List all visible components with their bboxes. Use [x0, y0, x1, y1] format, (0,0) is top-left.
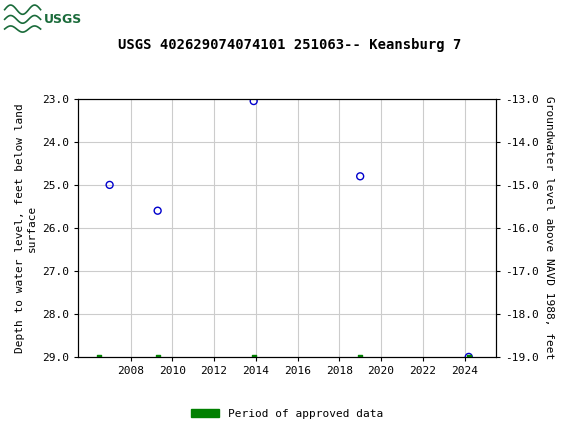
Point: [464, 353, 473, 360]
Text: USGS: USGS: [44, 13, 82, 26]
Point: [153, 353, 162, 360]
Point: [356, 173, 365, 180]
Legend: Period of approved data: Period of approved data: [187, 405, 387, 424]
Y-axis label: Groundwater level above NAVD 1988, feet: Groundwater level above NAVD 1988, feet: [544, 96, 554, 359]
Point: [356, 353, 365, 360]
Point: [249, 353, 258, 360]
Text: USGS 402629074074101 251063-- Keansburg 7: USGS 402629074074101 251063-- Keansburg …: [118, 37, 462, 52]
Y-axis label: Depth to water level, feet below land
surface: Depth to water level, feet below land su…: [15, 103, 37, 353]
Point: [153, 207, 162, 214]
Point: [249, 98, 258, 104]
Point: [464, 353, 473, 360]
Point: [95, 353, 104, 360]
Bar: [3, 3, 78, 36]
Point: [105, 181, 114, 188]
